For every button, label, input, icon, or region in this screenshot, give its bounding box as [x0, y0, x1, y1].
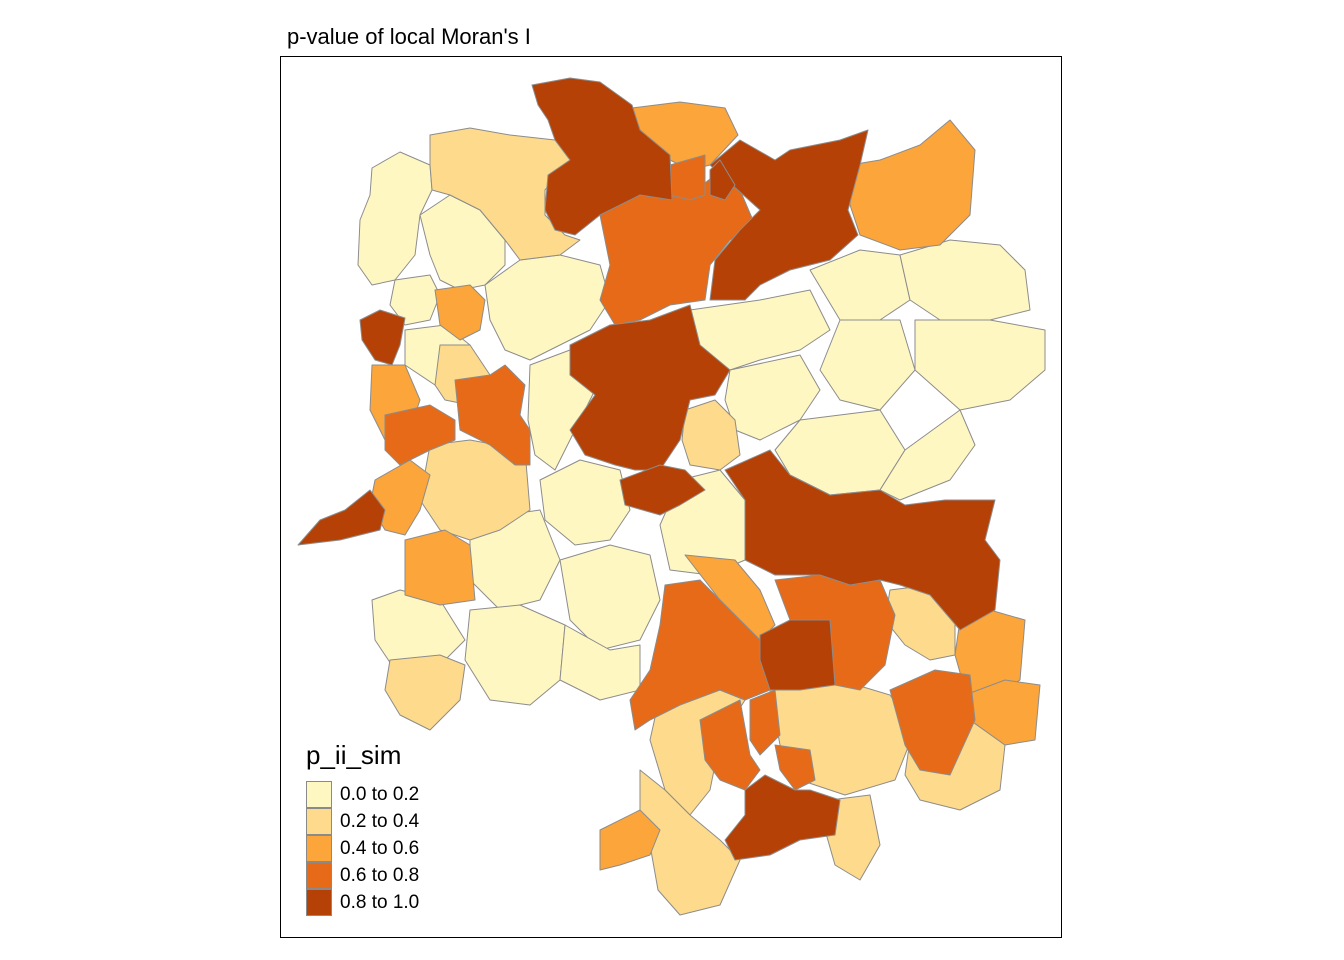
- legend-item: 0.4 to 0.6: [306, 835, 419, 862]
- region: [889, 669, 976, 776]
- region: [531, 77, 673, 236]
- legend-item: 0.8 to 1.0: [306, 889, 419, 916]
- region: [599, 809, 661, 871]
- class-1-regions: [384, 127, 1006, 916]
- region: [357, 151, 433, 286]
- region: [709, 129, 869, 301]
- region: [749, 689, 781, 756]
- class-2-regions: [369, 101, 1041, 871]
- region: [389, 274, 441, 326]
- region: [899, 239, 1031, 321]
- map-title: p-value of local Moran's I: [287, 24, 531, 49]
- legend-label: 0.2 to 0.4: [340, 810, 420, 832]
- legend-label: 0.8 to 1.0: [340, 891, 420, 913]
- region: [404, 529, 476, 606]
- region: [569, 304, 731, 471]
- legend-item: 0.2 to 0.4: [306, 808, 419, 835]
- region: [384, 404, 456, 466]
- legend-item: 0.6 to 0.8: [306, 862, 419, 889]
- region: [759, 619, 836, 691]
- region: [434, 284, 486, 341]
- region: [724, 449, 1001, 631]
- region: [464, 604, 566, 706]
- region: [681, 399, 741, 471]
- class-4-regions: [297, 77, 1001, 861]
- region: [297, 489, 386, 546]
- region: [619, 464, 706, 516]
- region: [709, 159, 736, 201]
- region: [629, 579, 771, 731]
- legend-title: p_ii_sim: [306, 740, 402, 770]
- legend: p_ii_sim 0.0 to 0.2 0.2 to 0.4 0.4 to 0.…: [306, 740, 419, 916]
- region: [539, 459, 631, 546]
- region: [559, 544, 661, 651]
- legend-swatch: [306, 889, 332, 916]
- region: [724, 774, 841, 861]
- region: [454, 364, 531, 466]
- region: [429, 127, 581, 261]
- region: [724, 354, 821, 441]
- map-frame: [280, 56, 1062, 938]
- legend-label: 0.6 to 0.8: [340, 864, 420, 886]
- legend-swatch: [306, 781, 332, 808]
- region: [384, 654, 466, 731]
- legend-label: 0.4 to 0.6: [340, 837, 420, 859]
- legend-swatch: [306, 808, 332, 835]
- region: [819, 319, 916, 411]
- region: [699, 699, 761, 791]
- legend-label: 0.0 to 0.2: [340, 783, 420, 805]
- region: [774, 744, 816, 791]
- region: [359, 309, 406, 366]
- region: [914, 319, 1046, 411]
- legend-swatch: [306, 835, 332, 862]
- legend-swatch: [306, 862, 332, 889]
- region: [849, 119, 976, 251]
- class-3-regions: [384, 154, 976, 791]
- legend-item: 0.0 to 0.2: [306, 781, 419, 808]
- class-0-regions: [357, 151, 1046, 706]
- legend-items: 0.0 to 0.2 0.2 to 0.4 0.4 to 0.6 0.6 to …: [306, 781, 419, 916]
